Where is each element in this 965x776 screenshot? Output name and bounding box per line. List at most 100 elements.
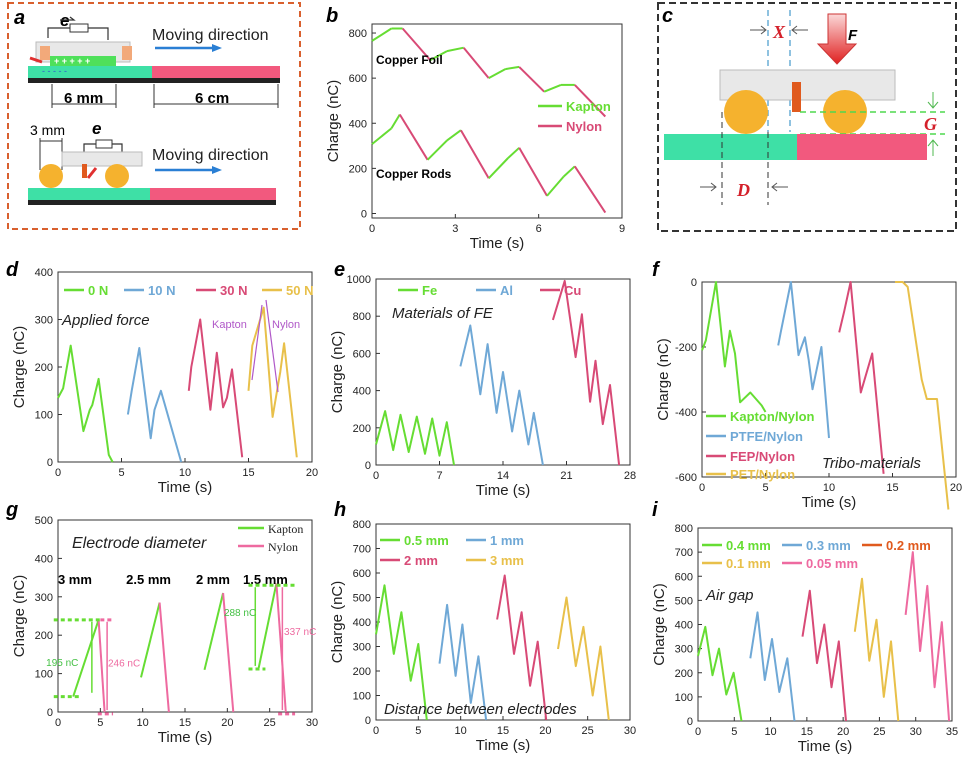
tribo-layer-mint-top — [28, 66, 152, 78]
legend-entry: 0.1 mm — [726, 556, 771, 571]
x-tick-label: 20 — [950, 482, 962, 494]
series-line-2-5-mm — [158, 602, 170, 713]
d-arrow-right — [771, 182, 788, 192]
series-segment-rods — [371, 127, 393, 145]
x-tick-label: 0 — [55, 467, 61, 479]
x-axis-label: Time (s) — [798, 738, 852, 755]
gap-d-label: D — [736, 180, 750, 200]
legend-entry: 50 N — [286, 283, 313, 298]
panel-d-letter: d — [6, 259, 19, 281]
electrode-green-top — [50, 56, 116, 66]
y-tick-label: 100 — [675, 692, 693, 704]
y-tick-label: 600 — [675, 571, 693, 583]
legend-entry: 0.05 mm — [806, 556, 858, 571]
y-tick-label: 200 — [353, 666, 371, 678]
series-line-0-05-mm — [904, 551, 951, 722]
legend-entry: Nylon — [268, 540, 298, 554]
y-tick-label: 0 — [691, 277, 697, 289]
y-axis-label: Charge (nC) — [655, 338, 672, 421]
direction-arrowhead-top — [212, 44, 222, 52]
x-tick-label: 21 — [560, 470, 572, 482]
series-segment-rods — [426, 139, 448, 161]
x-tick-label: 25 — [873, 726, 885, 738]
legend-entry: Nylon — [566, 119, 602, 134]
x-axis-label: Time (s) — [802, 494, 856, 511]
rod-electrode-left — [39, 164, 63, 188]
series-line-1-mm — [438, 603, 488, 721]
series-line-30-n — [187, 318, 244, 458]
x-tick-label: 20 — [539, 725, 551, 737]
series-segment-rods — [518, 147, 548, 197]
moving-direction-bottom: Moving direction — [152, 147, 269, 164]
panel-h-letter: h — [334, 499, 346, 521]
span-label-288: 288 nC — [224, 608, 256, 619]
diameter-label: 1.5 mm — [243, 572, 288, 587]
y-tick-label: 400 — [35, 267, 53, 279]
y-tick-label: 1000 — [347, 274, 371, 286]
series-line-2-5-mm — [140, 602, 161, 678]
x-tick-label: 15 — [497, 725, 509, 737]
x-tick-label: 0 — [373, 725, 379, 737]
y-tick-label: 400 — [349, 118, 367, 130]
diameter-label: 3 mm — [58, 572, 92, 587]
tribo-layer-pink-bottom — [150, 188, 276, 200]
x-tick-label: 10 — [179, 467, 191, 479]
diameter-label: 2.5 mm — [126, 572, 171, 587]
y-tick-label: 500 — [675, 595, 693, 607]
tribo-layer-pink-top — [152, 66, 280, 78]
y-axis-label: Charge (nC) — [329, 581, 346, 664]
series-segment-rods — [546, 175, 565, 197]
electron-arrow-top — [60, 16, 76, 21]
legend-entry: Kapton/Nylon — [730, 409, 815, 424]
x-tick-label: 25 — [264, 717, 276, 729]
legend-entry: Cu — [564, 283, 581, 298]
force-label: F — [848, 27, 858, 44]
y-tick-label: 400 — [353, 386, 371, 398]
series-line-0-n — [57, 344, 114, 463]
g-arrow-top — [927, 92, 939, 109]
series-line-10-n — [126, 347, 183, 463]
y-tick-label: 800 — [349, 28, 367, 40]
y-tick-label: 400 — [353, 617, 371, 629]
y-tick-label: -600 — [675, 472, 697, 484]
series-segment-rods — [446, 129, 462, 142]
x-tick-label: 10 — [455, 725, 467, 737]
substrate-top — [28, 78, 280, 83]
negative-charges: - - - - - — [42, 66, 67, 76]
series-line-cu — [551, 279, 621, 466]
y-axis-label: Charge (nC) — [651, 583, 668, 666]
annotation-copper-foil: Copper Foil — [376, 53, 443, 67]
y-axis-label: Charge (nC) — [325, 80, 342, 163]
series-line-1-5-mm — [257, 583, 278, 669]
substrate-bottom — [28, 200, 276, 205]
chart-panel-e: 0 7 14 21 28 0 200 400 600 800 1000 Time (s) Charge … — [329, 274, 636, 499]
y-tick-label: 100 — [35, 410, 53, 422]
positive-charges: + + + + + — [54, 56, 90, 66]
series-line-0-2-mm — [801, 589, 847, 722]
tribo-pink-c — [797, 134, 927, 160]
x-tick-label: 10 — [137, 717, 149, 729]
series-segment-foil — [401, 27, 432, 61]
series-line-2-mm — [496, 574, 548, 721]
dim-3mm-text: 3 mm — [30, 122, 65, 138]
pad-right-top — [122, 46, 132, 60]
legend-entry: 0 N — [88, 283, 108, 298]
resistor-bottom — [95, 139, 113, 149]
y-tick-label: 300 — [675, 644, 693, 656]
series-line-1-5-mm — [275, 583, 287, 713]
x-tick-label: 15 — [801, 726, 813, 738]
pad-left-top — [40, 46, 50, 60]
rod-electrode-right — [105, 164, 129, 188]
series-line-ptfe-nylon — [777, 281, 830, 439]
y-tick-label: 600 — [353, 348, 371, 360]
x-tick-label: 0 — [55, 717, 61, 729]
rod-left-c — [724, 90, 768, 134]
series-segment-rods — [460, 129, 490, 179]
y-tick-label: 300 — [353, 642, 371, 654]
plot-frame-f — [701, 281, 957, 478]
series-segment-rods — [390, 113, 401, 129]
x-tick-label: 25 — [582, 725, 594, 737]
legend-entry: PET/Nylon — [730, 467, 795, 482]
resistor-top — [69, 23, 89, 33]
series-segment-foil — [371, 27, 392, 42]
